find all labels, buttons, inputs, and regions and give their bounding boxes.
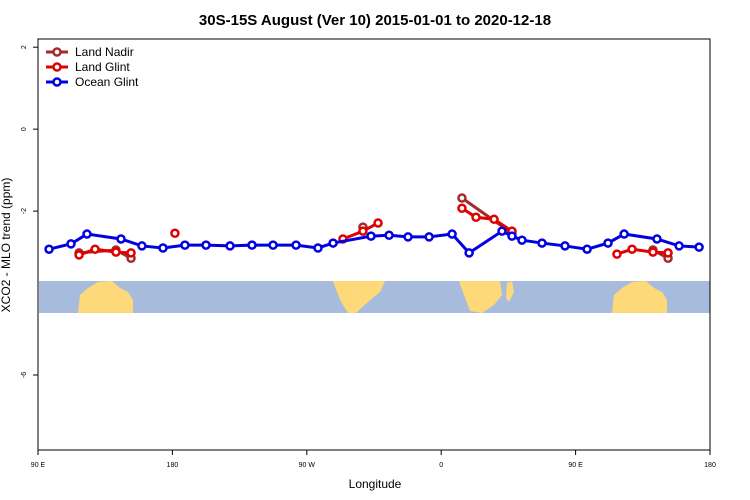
data-point: [507, 231, 517, 241]
legend-marker: [52, 77, 62, 87]
data-point: [537, 238, 547, 248]
x-tick-label: 90 E: [31, 462, 46, 469]
data-point: [170, 228, 180, 238]
x-tick-label: 180: [167, 462, 179, 469]
y-tick-label: -2: [21, 208, 28, 214]
data-point: [373, 218, 383, 228]
data-point: [627, 244, 637, 254]
data-point: [291, 240, 301, 250]
y-axis-label: XCO2 - MLO trend (ppm): [0, 178, 13, 313]
data-point: [674, 241, 684, 251]
data-point: [225, 241, 235, 251]
series-line: [78, 247, 132, 257]
chart-title: 30S-15S August (Ver 10) 2015-01-01 to 20…: [199, 12, 551, 29]
data-point: [457, 193, 467, 203]
x-tick-label: 0: [439, 462, 443, 469]
data-point: [560, 241, 570, 251]
data-point: [268, 240, 278, 250]
data-point: [384, 230, 394, 241]
data-point: [313, 243, 323, 253]
data-point: [358, 226, 368, 236]
series-line: [616, 247, 669, 256]
legend-label: Land Glint: [75, 60, 130, 74]
data-point: [489, 214, 499, 225]
data-point: [652, 234, 662, 244]
legend-label: Land Nadir: [75, 45, 134, 59]
data-point: [663, 248, 673, 258]
x-tick-label: 180: [704, 462, 716, 469]
data-point: [424, 232, 434, 242]
data-point: [403, 232, 413, 242]
data-point: [158, 243, 168, 253]
x-axis-label: Longitude: [349, 477, 402, 491]
data-point: [328, 238, 338, 248]
data-point: [247, 240, 257, 250]
data-point: [366, 231, 376, 241]
land: [78, 281, 133, 313]
data-point: [612, 249, 622, 259]
data-point: [44, 244, 54, 254]
data-point: [447, 229, 457, 239]
data-point: [180, 240, 190, 250]
x-tick-label: 90 W: [299, 462, 316, 469]
land: [333, 281, 385, 313]
data-point: [497, 226, 507, 236]
data-point: [582, 244, 592, 254]
plot-frame: [37, 38, 711, 451]
land: [612, 281, 667, 313]
legend-label: Ocean Glint: [75, 75, 139, 89]
legend-marker: [52, 47, 62, 57]
data-point: [471, 212, 481, 223]
data-point: [90, 244, 100, 254]
data-point: [517, 235, 527, 245]
y-tick-label: 0: [21, 127, 28, 131]
data-point: [111, 247, 121, 257]
data-point: [648, 247, 658, 257]
y-tick-label: 2: [21, 45, 28, 49]
data-point: [694, 242, 704, 252]
y-tick-label: -6: [21, 372, 28, 378]
data-point: [201, 240, 211, 250]
land: [506, 281, 514, 302]
data-point: [116, 234, 126, 244]
series-line: [461, 206, 513, 233]
data-point: [66, 239, 76, 249]
x-tick-label: 90 E: [568, 462, 583, 469]
data-point: [82, 229, 92, 239]
data-point: [126, 248, 136, 258]
data-point: [457, 203, 467, 213]
map-strip: [39, 281, 710, 313]
data-point: [74, 250, 84, 260]
legend-marker: [52, 62, 62, 72]
data-point: [137, 241, 147, 251]
data-point: [464, 248, 474, 258]
data-point: [603, 238, 613, 248]
data-point: [619, 229, 629, 239]
land: [459, 281, 502, 313]
